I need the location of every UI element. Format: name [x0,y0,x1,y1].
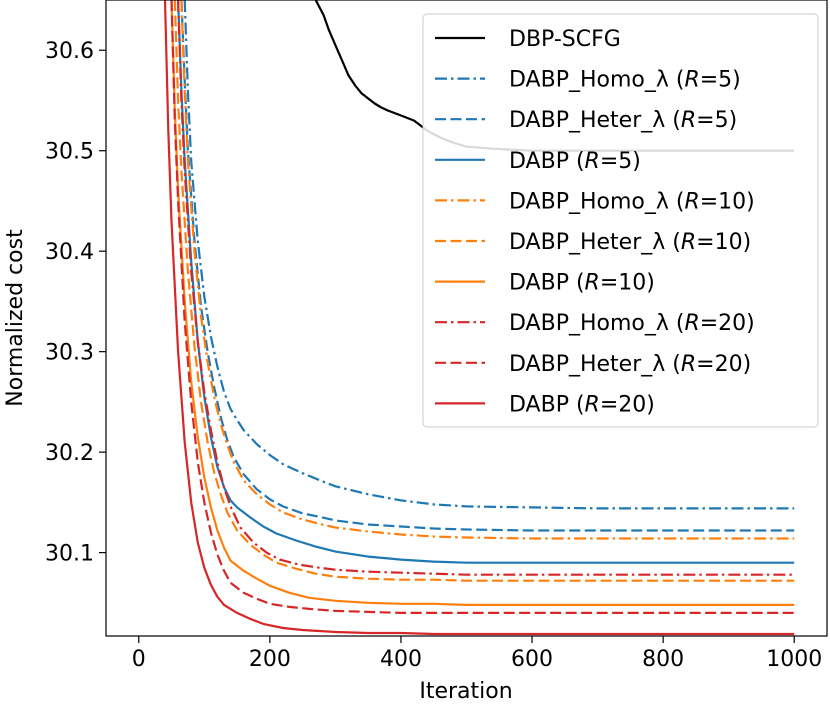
legend-label: DABP_Heter_λ (R=10) [509,230,751,255]
series-line-7 [177,0,795,576]
x-tick-label: 200 [249,647,291,672]
x-axis-label: Iteration [419,679,512,704]
legend-label: DABP_Heter_λ (R=5) [509,108,737,133]
y-tick-label: 30.5 [45,140,94,165]
series-line-6 [170,0,795,607]
legend-label: DABP_Homo_λ (R=20) [509,311,755,336]
y-axis-label: Normalized cost [3,229,28,407]
x-tick-label: 0 [132,647,146,672]
plot-frame [105,0,828,637]
legend-label: DABP_Homo_λ (R=5) [509,68,741,93]
y-tick-label: 30.2 [45,441,94,466]
x-tick-label: 1000 [766,647,822,672]
series-line-4 [180,0,795,540]
legend-label: DABP_Heter_λ (R=20) [509,352,751,377]
series-line-1 [183,0,795,510]
legend-label: DABP (R=10) [509,271,655,296]
legend-label: DBP-SCFG [509,27,621,52]
legend: DBP-SCFG DABP_Homo_λ (R=5) DABP_Heter_λ (R… [422,13,819,428]
y-tick-label: 30.1 [45,542,94,567]
x-tick-label: 600 [511,647,553,672]
series-line-8 [170,0,795,615]
y-tick-label: 30.6 [45,39,94,64]
series-line-5 [173,0,795,582]
legend-label: DABP_Homo_λ (R=10) [509,189,755,214]
y-tick-label: 30.4 [45,240,94,265]
x-tick-label: 400 [380,647,422,672]
x-tick-label: 800 [642,647,684,672]
y-tick-label: 30.3 [45,341,94,366]
legend-label: DABP (R=5) [509,149,641,174]
legend-box [422,13,819,428]
legend-label: DABP (R=20) [509,392,655,417]
series-line-9 [163,0,795,636]
series-line-2 [180,0,795,532]
